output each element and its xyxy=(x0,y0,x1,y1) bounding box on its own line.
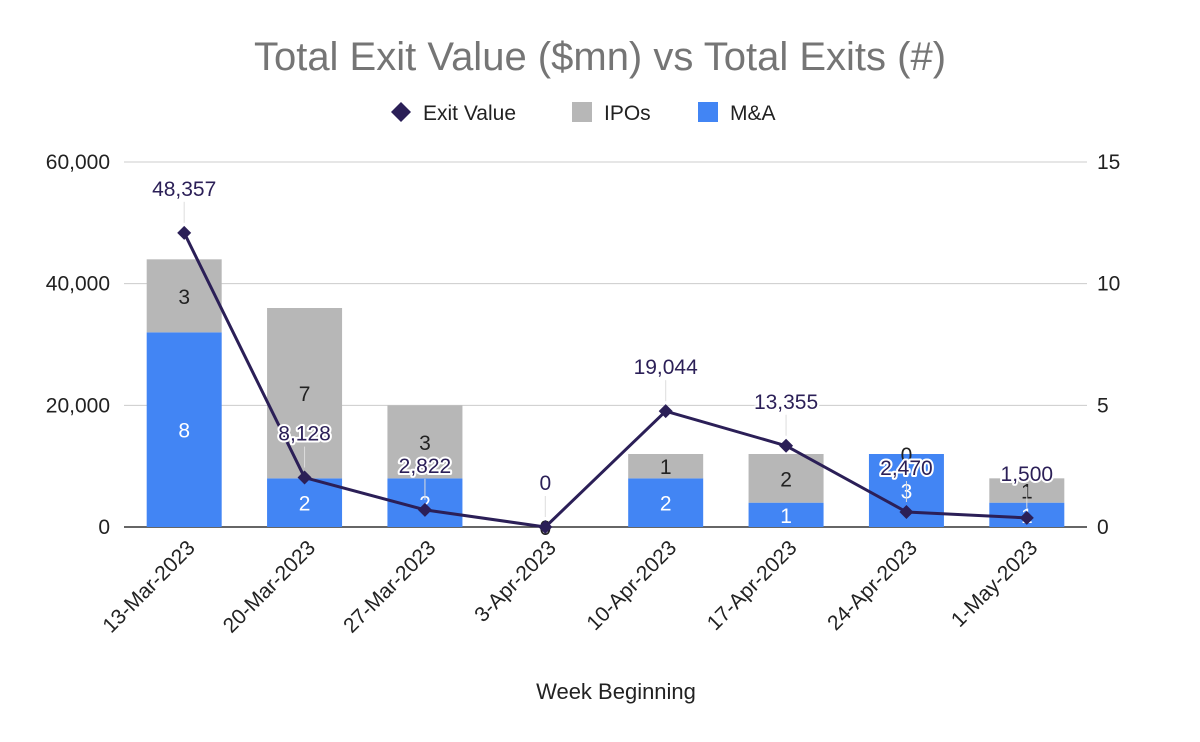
exit-value-label: 1,500 xyxy=(1001,463,1054,486)
exit-value-label: 8,128 xyxy=(278,423,331,446)
bars xyxy=(146,259,1065,527)
bar-data-label: 8 xyxy=(178,420,190,443)
legend-label: Exit Value xyxy=(423,102,516,125)
legend-label: IPOs xyxy=(604,102,651,125)
line-labels: 48,357 8,128 2,822 0 19,044 13,355 2,470 1,500 xyxy=(150,176,1055,517)
bar-ipos xyxy=(628,454,704,479)
bar-ipos xyxy=(146,259,222,333)
exit-value-point xyxy=(1019,510,1034,525)
bar-data-label: 1 xyxy=(660,456,672,479)
exit-value-point xyxy=(538,520,553,534)
y-right-tick-label: 5 xyxy=(1097,394,1109,417)
y-left-tick-label: 40,000 xyxy=(46,273,110,296)
y-right-tick-label: 0 xyxy=(1097,516,1109,539)
exit-value-point xyxy=(177,225,192,240)
exit-value-label: 0 xyxy=(539,472,551,495)
bar-data-label: 2 xyxy=(780,468,792,491)
exit-value-point xyxy=(779,438,794,453)
exit-value-label: 2,470 xyxy=(880,457,933,480)
exit-value-point xyxy=(417,502,432,517)
exit-value-series-line xyxy=(182,232,1027,529)
bar-ipos xyxy=(387,405,463,479)
bar-data-label: 1 xyxy=(780,505,792,528)
y-right-tick-label: 15 xyxy=(1097,151,1120,174)
chart-title: Total Exit Value ($mn) vs Total Exits (#… xyxy=(254,35,946,79)
x-tick-label: 17-Apr-2023 xyxy=(703,536,802,635)
exit-value-label: 13,355 xyxy=(754,391,818,414)
y-right-tick-label: 10 xyxy=(1097,273,1120,296)
x-tick-label: 1-May-2023 xyxy=(947,536,1043,632)
exit-value-label: 48,357 xyxy=(152,178,216,201)
x-tick-label: 10-Apr-2023 xyxy=(582,536,681,635)
legend-marker xyxy=(391,102,411,122)
bar-ipos xyxy=(748,454,824,503)
x-tick-label: 24-Apr-2023 xyxy=(823,536,922,635)
y-axis-left: 0 20,000 40,000 60,000 xyxy=(46,151,110,539)
bar-data-label: 3 xyxy=(419,432,431,455)
x-tick-label: 20-Mar-2023 xyxy=(219,536,320,637)
bar-data-label: 2 xyxy=(299,493,311,516)
exit-value-point xyxy=(899,504,914,519)
x-axis: 13-Mar-2023 20-Mar-2023 27-Mar-2023 3-Apr-2… xyxy=(98,536,1042,637)
legend-label: M&A xyxy=(730,102,776,125)
legend: Exit Value IPOs M&A xyxy=(391,102,776,125)
exit-value-point xyxy=(658,404,673,419)
bar-m-a xyxy=(748,502,824,527)
bar-data-label: 0 xyxy=(901,444,913,467)
bar-data-label: 2 xyxy=(660,493,672,516)
exit-value-point xyxy=(297,470,312,485)
x-tick-label: 27-Mar-2023 xyxy=(339,536,440,637)
exit-value-label: 19,044 xyxy=(634,356,699,379)
y-left-tick-label: 60,000 xyxy=(46,151,110,174)
bar-m-a xyxy=(628,478,704,527)
legend-marker xyxy=(698,102,718,122)
exit-value-line xyxy=(177,225,1034,534)
legend-marker xyxy=(572,102,592,122)
bar-m-a xyxy=(146,332,222,527)
x-tick-label: 3-Apr-2023 xyxy=(470,536,561,627)
x-axis-title: Week Beginning xyxy=(536,679,696,704)
y-left-tick-label: 0 xyxy=(98,516,110,539)
bar-data-label: 7 xyxy=(299,383,311,406)
bar-data-label: 3 xyxy=(178,286,190,309)
x-tick-label: 13-Mar-2023 xyxy=(98,536,199,637)
y-left-tick-label: 20,000 xyxy=(46,394,110,417)
y-axis-right: 0 5 10 15 xyxy=(1097,151,1120,539)
exit-value-label: 2,822 xyxy=(399,455,452,478)
bar-m-a xyxy=(267,478,343,527)
